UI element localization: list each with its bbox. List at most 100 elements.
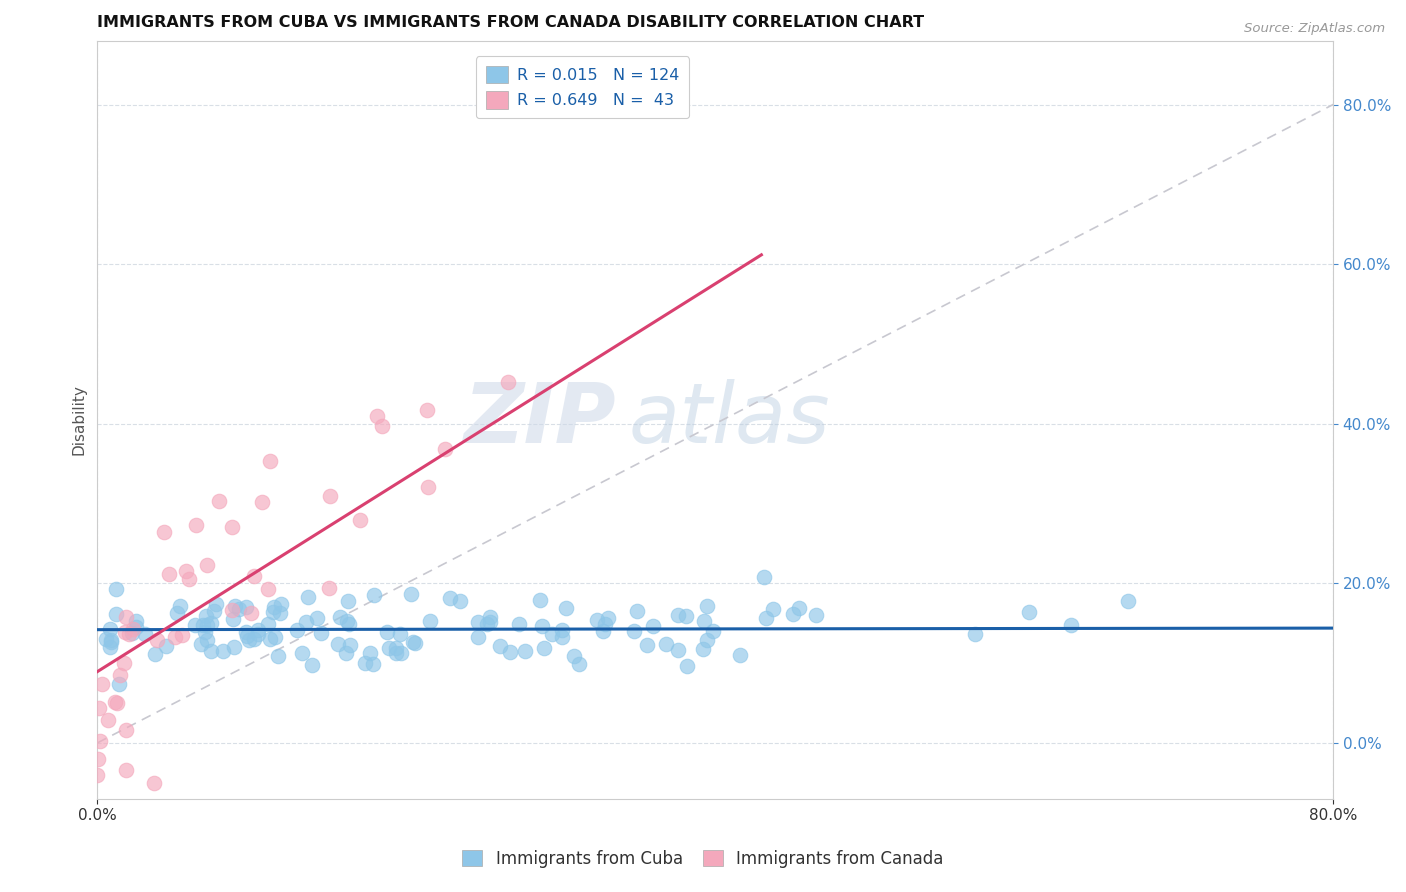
Point: [184, 518, 207, 533]
Point: [754, 570, 776, 584]
Point: [246, 626, 269, 640]
Point: [361, 657, 384, 671]
Point: [193, 618, 215, 632]
Point: [169, 599, 191, 613]
Point: [269, 606, 291, 620]
Point: [478, 609, 501, 624]
Point: [596, 611, 619, 625]
Point: [418, 480, 440, 494]
Point: [155, 639, 177, 653]
Point: [728, 648, 751, 663]
Point: [121, 626, 143, 640]
Point: [104, 607, 127, 621]
Text: ZIP: ZIP: [464, 379, 616, 460]
Point: [389, 627, 412, 641]
Point: [1116, 594, 1139, 608]
Point: [89, 734, 111, 748]
Point: [87, 701, 110, 715]
Point: [353, 656, 375, 670]
Point: [194, 609, 217, 624]
Point: [499, 645, 522, 659]
Point: [375, 625, 398, 640]
Point: [301, 657, 323, 672]
Point: [515, 644, 537, 658]
Point: [592, 624, 614, 638]
Point: [195, 558, 218, 573]
Point: [143, 647, 166, 661]
Point: [335, 646, 357, 660]
Point: [114, 723, 136, 738]
Point: [291, 646, 314, 660]
Point: [782, 607, 804, 621]
Point: [467, 630, 489, 644]
Point: [153, 524, 176, 539]
Point: [100, 634, 122, 648]
Point: [105, 696, 128, 710]
Point: [263, 599, 285, 614]
Point: [551, 630, 574, 644]
Point: [200, 616, 222, 631]
Point: [636, 638, 658, 652]
Point: [415, 403, 437, 417]
Point: [655, 637, 678, 651]
Point: [965, 626, 987, 640]
Point: [297, 590, 319, 604]
Point: [329, 610, 352, 624]
Point: [433, 442, 456, 456]
Point: [696, 633, 718, 648]
Point: [309, 626, 332, 640]
Point: [399, 587, 422, 601]
Point: [555, 601, 578, 615]
Point: [626, 604, 648, 618]
Point: [243, 632, 266, 646]
Point: [676, 658, 699, 673]
Point: [202, 604, 225, 618]
Point: [142, 776, 165, 790]
Point: [318, 582, 340, 596]
Point: [221, 520, 243, 534]
Point: [477, 617, 499, 632]
Point: [236, 629, 259, 643]
Point: [250, 495, 273, 509]
Point: [489, 639, 512, 653]
Point: [115, 610, 138, 624]
Point: [529, 593, 551, 607]
Point: [359, 646, 381, 660]
Point: [384, 641, 406, 656]
Point: [238, 633, 260, 648]
Point: [702, 624, 724, 638]
Point: [1018, 605, 1040, 619]
Point: [86, 768, 108, 782]
Point: [163, 630, 186, 644]
Point: [235, 600, 257, 615]
Point: [692, 642, 714, 657]
Point: [170, 627, 193, 641]
Point: [326, 637, 349, 651]
Point: [222, 612, 245, 626]
Point: [370, 418, 392, 433]
Point: [270, 598, 292, 612]
Point: [125, 614, 148, 628]
Point: [593, 616, 616, 631]
Point: [568, 657, 591, 672]
Point: [384, 646, 406, 660]
Point: [104, 695, 127, 709]
Point: [211, 644, 233, 658]
Point: [195, 632, 218, 647]
Point: [666, 607, 689, 622]
Point: [118, 626, 141, 640]
Point: [762, 602, 785, 616]
Point: [264, 630, 287, 644]
Point: [336, 614, 359, 628]
Point: [114, 624, 136, 639]
Point: [246, 623, 269, 637]
Point: [533, 640, 555, 655]
Legend: R = 0.015   N = 124, R = 0.649   N =  43: R = 0.015 N = 124, R = 0.649 N = 43: [477, 56, 689, 119]
Point: [94, 632, 117, 647]
Point: [240, 606, 263, 620]
Point: [228, 602, 250, 616]
Legend: Immigrants from Cuba, Immigrants from Canada: Immigrants from Cuba, Immigrants from Ca…: [456, 844, 950, 875]
Point: [787, 601, 810, 615]
Point: [90, 677, 112, 691]
Point: [224, 640, 246, 654]
